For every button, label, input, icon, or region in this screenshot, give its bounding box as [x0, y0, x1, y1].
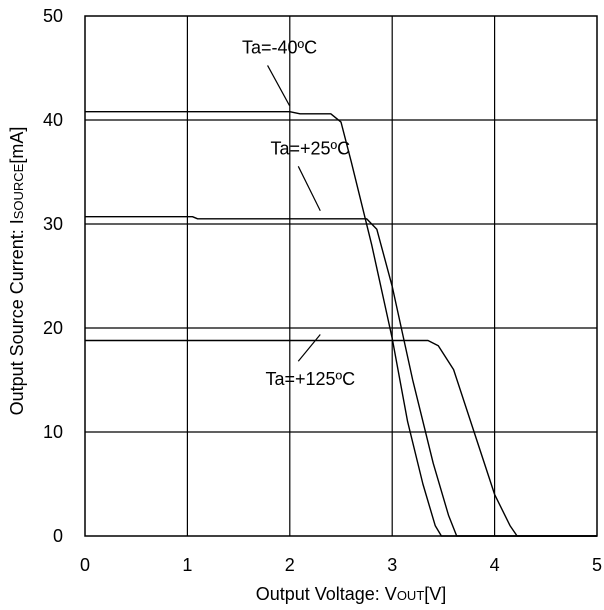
- annotation-label-1: Ta=+25ºC: [270, 138, 350, 158]
- annotation-leader-2: [297, 334, 321, 362]
- plot-frame: [84, 15, 598, 537]
- x-axis-label-tail: [V]: [424, 584, 446, 604]
- annotation-leader-0: [267, 65, 291, 106]
- grid: [85, 16, 597, 536]
- x-tick-labels: 0 1 2 3 4 5: [80, 555, 602, 575]
- x-axis-label: Output Voltage: VOUT[V]: [256, 584, 447, 604]
- x-tick-label: 5: [592, 555, 602, 575]
- y-tick-labels: 0 10 20 30 40 50: [43, 6, 63, 546]
- y-tick-label: 40: [43, 110, 63, 130]
- y-tick-label: 50: [43, 6, 63, 26]
- series-line-0: [85, 111, 597, 537]
- annotation-label-0: Ta=-40ºC: [242, 37, 317, 57]
- y-axis-label-tail: [mA]: [7, 127, 27, 164]
- y-axis-label-sub: SOURCE: [11, 163, 26, 219]
- y-axis-label-main: Output Source Current: I: [7, 219, 27, 415]
- x-tick-label: 2: [285, 555, 295, 575]
- x-axis-label-sub: OUT: [397, 588, 425, 603]
- annotation-leader-1: [297, 166, 321, 211]
- x-tick-label: 3: [387, 555, 397, 575]
- y-tick-label: 0: [53, 526, 63, 546]
- series-layer: [85, 111, 597, 537]
- annotation-layer: Ta=-40ºC Ta=+25ºC Ta=+125ºC: [242, 37, 355, 389]
- series-line-1: [85, 216, 597, 537]
- y-tick-label: 10: [43, 422, 63, 442]
- x-tick-label: 4: [490, 555, 500, 575]
- y-axis-label: Output Source Current: ISOURCE[mA]: [7, 127, 27, 416]
- y-tick-label: 30: [43, 214, 63, 234]
- x-axis-label-main: Output Voltage: V: [256, 584, 397, 604]
- y-tick-label: 20: [43, 318, 63, 338]
- x-tick-label: 1: [182, 555, 192, 575]
- annotation-label-2: Ta=+125ºC: [265, 369, 355, 389]
- x-tick-label: 0: [80, 555, 90, 575]
- series-line-2: [85, 339, 597, 537]
